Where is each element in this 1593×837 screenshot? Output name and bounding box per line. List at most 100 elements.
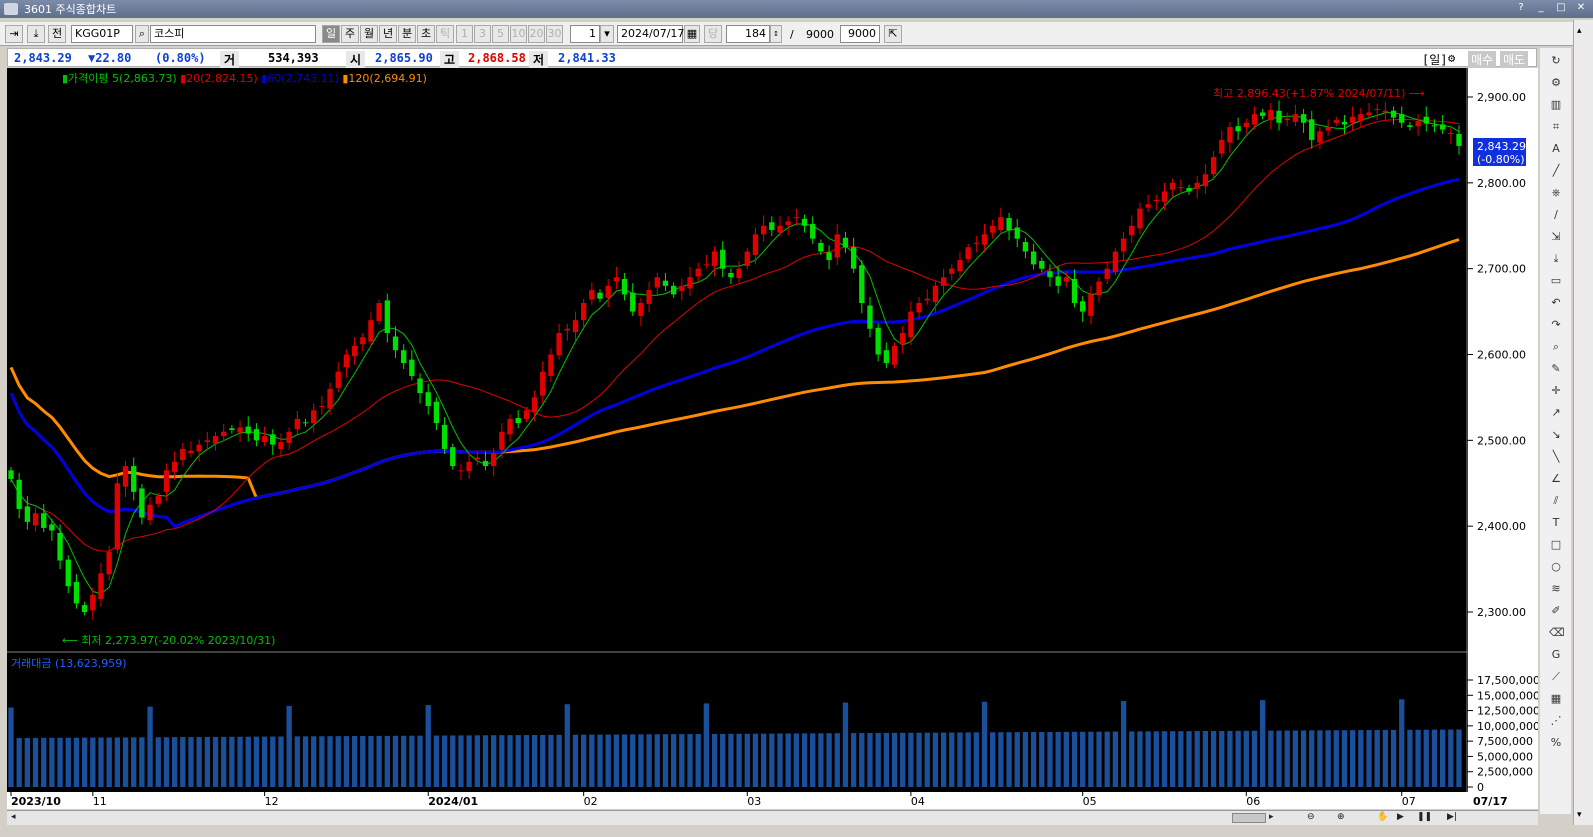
circle-icon[interactable]: ○ — [1551, 560, 1561, 573]
auto-icon[interactable]: A — [1552, 142, 1560, 155]
buy-button[interactable]: 매수 — [1468, 51, 1497, 68]
candlestick-chart[interactable]: 2,900.00 2,800.00 2,700.00 2,600.00 2,500.00… — [7, 68, 1540, 809]
chevron-down-icon[interactable]: ▾ — [600, 25, 614, 43]
period-tag[interactable]: [일] — [1422, 53, 1448, 67]
g-icon[interactable]: G — [1551, 648, 1561, 661]
candle-body — [294, 418, 300, 430]
close-button[interactable]: ✕ — [1576, 2, 1586, 13]
horizontal-scrollbar[interactable]: ◂ ▸ ⊖ ⊕ ✋ ▶ ❚❚ ▶| — [7, 810, 1538, 825]
undo-icon[interactable]: ↶ — [1551, 296, 1561, 309]
candle-body — [147, 504, 153, 521]
settings-icon[interactable]: ⚙ — [1448, 51, 1456, 65]
interval-button[interactable]: 10 — [510, 25, 527, 43]
period-tab[interactable]: 주 — [341, 25, 359, 43]
fib-icon[interactable]: ≋ — [1551, 582, 1561, 595]
window-icon[interactable]: ▭ — [1550, 274, 1562, 287]
link-icon[interactable]: ⇥ — [5, 25, 23, 43]
low-label: 저 — [529, 51, 549, 68]
candle-body — [32, 513, 39, 526]
download-icon[interactable]: ⤓ — [1553, 252, 1559, 265]
text-tool-icon[interactable]: ✎ — [1551, 362, 1561, 375]
volume-bar — [728, 733, 734, 787]
volume-bar — [90, 737, 96, 787]
candle-body — [1006, 218, 1012, 231]
zoom-out-icon[interactable]: ⊖ — [1307, 812, 1315, 822]
crosshair-icon[interactable]: ✛ — [1551, 384, 1561, 397]
candle-body — [1415, 121, 1421, 127]
zoom-icon[interactable]: ⌕ — [1552, 340, 1560, 353]
period-tab[interactable]: 틱 — [436, 25, 454, 43]
interval-select[interactable]: 1 — [570, 25, 600, 43]
bar-chart-icon[interactable]: ▥ — [1550, 98, 1562, 111]
angle-icon[interactable]: ∠ — [1551, 472, 1561, 485]
maximize-button[interactable]: □ — [1556, 2, 1566, 13]
volume-bar — [1309, 730, 1315, 787]
count-input[interactable]: 184 — [726, 25, 770, 43]
period-tab[interactable]: 년 — [379, 25, 397, 43]
interval-button[interactable]: 30 — [546, 25, 563, 43]
period-tab[interactable]: 분 — [398, 25, 416, 43]
period-tab[interactable]: 초 — [417, 25, 435, 43]
period-tab[interactable]: 일 — [322, 25, 340, 43]
parallel-icon[interactable]: ⫽ — [1553, 494, 1559, 507]
export-icon[interactable]: ⇲ — [1551, 230, 1561, 243]
line-tool-icon[interactable]: ╲ — [1552, 450, 1560, 463]
rect-icon[interactable]: □ — [1550, 538, 1562, 551]
chart-area[interactable]: 2,900.00 2,800.00 2,700.00 2,600.00 2,500.00… — [7, 68, 1540, 809]
date-input[interactable]: 2024/07/17 — [617, 25, 684, 43]
zoom-in-icon[interactable]: ⊕ — [1337, 812, 1345, 822]
interval-button[interactable]: 1 — [456, 25, 473, 43]
volume-bar — [1014, 732, 1020, 787]
interval-button[interactable]: 5 — [492, 25, 509, 43]
help-icon[interactable]: ? — [1518, 2, 1524, 13]
ray-icon[interactable]: ↗ — [1551, 406, 1561, 419]
candle-body — [613, 277, 620, 282]
search-icon[interactable]: ⌕ — [135, 25, 149, 43]
pen-icon[interactable]: ✐ — [1551, 604, 1561, 617]
download-icon[interactable]: ⤓ — [27, 25, 45, 43]
vertical-scrollbar[interactable]: ▴ ▾ — [1573, 20, 1593, 825]
fan-icon[interactable]: ⋰ — [1550, 714, 1562, 727]
pattern-icon[interactable]: ⌗ — [1552, 120, 1560, 133]
scroll-right-icon[interactable]: ▸ — [1269, 812, 1274, 822]
jeon-button[interactable]: 전 — [48, 25, 66, 43]
segment-icon[interactable]: ↘ — [1551, 428, 1561, 441]
scroll-left-icon[interactable]: ◂ — [11, 812, 16, 822]
candle-body — [1080, 301, 1086, 312]
interval-button[interactable]: 20 — [528, 25, 545, 43]
gear-icon[interactable]: ⚙ — [1551, 76, 1561, 89]
dang-button[interactable]: 당 — [704, 25, 722, 43]
trend-icon[interactable]: ╱ — [1552, 164, 1560, 177]
interval-button[interactable]: 3 — [474, 25, 491, 43]
scroll-down-icon[interactable]: ▾ — [1577, 810, 1582, 820]
calendar-icon[interactable]: ▦ — [684, 25, 700, 43]
diag-icon[interactable]: ⟋ — [1552, 670, 1560, 683]
apply-icon[interactable]: ⇱ — [884, 25, 902, 43]
hand-icon[interactable]: ✋ — [1377, 812, 1389, 822]
candle-icon[interactable]: ⎈ — [1551, 186, 1561, 199]
line-icon[interactable]: ∕ — [1554, 208, 1558, 221]
refresh-icon[interactable]: ↻ — [1551, 54, 1561, 67]
code-input[interactable]: KGG01P — [71, 25, 133, 43]
pause-icon[interactable]: ❚❚ — [1417, 812, 1433, 822]
sell-button[interactable]: 매도 — [1500, 51, 1529, 68]
end-icon[interactable]: ▶| — [1447, 812, 1457, 822]
name-input[interactable]: 코스피 — [150, 25, 316, 43]
candle-body — [1137, 208, 1143, 229]
minimize-button[interactable]: _ — [1538, 2, 1544, 13]
eraser-icon[interactable]: ⌫ — [1549, 626, 1565, 639]
period-tab[interactable]: 월 — [360, 25, 378, 43]
candle-body — [1456, 133, 1462, 146]
text-t-icon[interactable]: T — [1552, 516, 1560, 529]
max-input[interactable]: 9000 — [840, 25, 880, 43]
redo-icon[interactable]: ↷ — [1551, 318, 1561, 331]
play-icon[interactable]: ▶ — [1397, 812, 1404, 822]
spin-icon[interactable]: ↕ — [770, 25, 782, 43]
volume-bar — [1030, 732, 1037, 787]
grid-icon[interactable]: ▦ — [1550, 692, 1562, 705]
scroll-up-icon[interactable]: ▴ — [1577, 26, 1582, 36]
percent-icon[interactable]: % — [1550, 736, 1562, 749]
volume-bar — [638, 734, 644, 787]
candle-body — [1039, 260, 1045, 269]
scroll-thumb[interactable] — [1232, 813, 1266, 823]
